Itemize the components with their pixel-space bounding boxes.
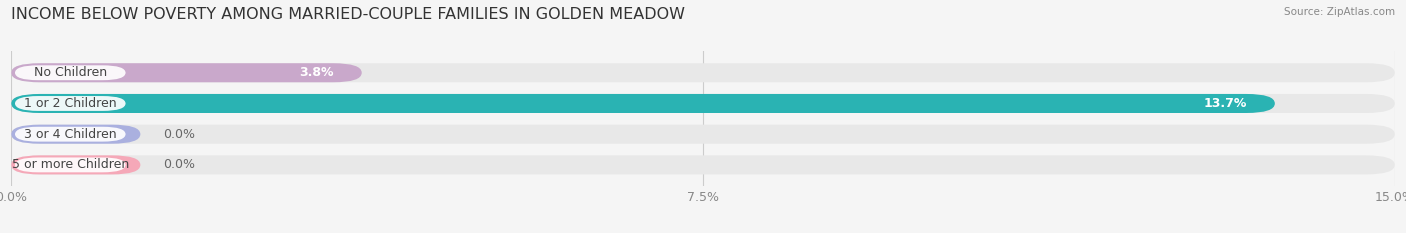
FancyBboxPatch shape bbox=[11, 63, 1395, 82]
FancyBboxPatch shape bbox=[11, 125, 141, 144]
FancyBboxPatch shape bbox=[11, 155, 141, 175]
FancyBboxPatch shape bbox=[15, 158, 125, 172]
Text: 13.7%: 13.7% bbox=[1204, 97, 1247, 110]
FancyBboxPatch shape bbox=[15, 65, 125, 80]
Text: Source: ZipAtlas.com: Source: ZipAtlas.com bbox=[1284, 7, 1395, 17]
Text: No Children: No Children bbox=[34, 66, 107, 79]
FancyBboxPatch shape bbox=[15, 127, 125, 142]
Text: 3.8%: 3.8% bbox=[299, 66, 335, 79]
Text: 5 or more Children: 5 or more Children bbox=[11, 158, 129, 171]
FancyBboxPatch shape bbox=[15, 96, 125, 111]
Text: 3 or 4 Children: 3 or 4 Children bbox=[24, 128, 117, 141]
FancyBboxPatch shape bbox=[11, 155, 1395, 175]
Text: 0.0%: 0.0% bbox=[163, 128, 195, 141]
FancyBboxPatch shape bbox=[11, 94, 1395, 113]
Text: 0.0%: 0.0% bbox=[163, 158, 195, 171]
FancyBboxPatch shape bbox=[11, 63, 361, 82]
FancyBboxPatch shape bbox=[11, 125, 1395, 144]
FancyBboxPatch shape bbox=[11, 94, 1275, 113]
Text: 1 or 2 Children: 1 or 2 Children bbox=[24, 97, 117, 110]
Text: INCOME BELOW POVERTY AMONG MARRIED-COUPLE FAMILIES IN GOLDEN MEADOW: INCOME BELOW POVERTY AMONG MARRIED-COUPL… bbox=[11, 7, 685, 22]
